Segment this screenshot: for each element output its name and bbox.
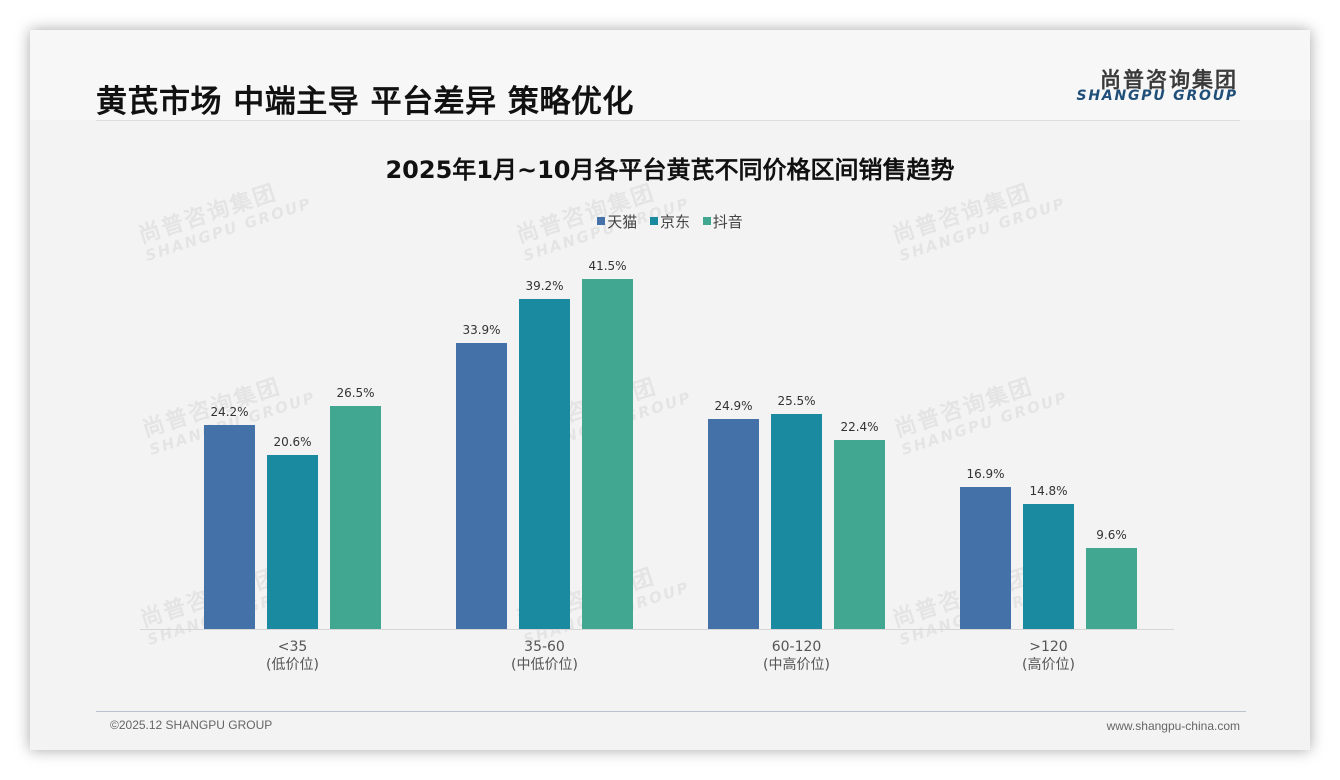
legend-item-douyin[interactable]: 抖音 (702, 211, 743, 232)
data-label: 25.5% (777, 394, 816, 408)
x-axis-category-label: 35-60 (中低价位) (511, 639, 578, 673)
data-label: 39.2% (525, 279, 564, 293)
legend-item-jd[interactable]: 京东 (649, 211, 690, 232)
bar[interactable] (519, 299, 570, 629)
logo-en: SHANGPU GROUP (1076, 88, 1238, 104)
data-label: 22.4% (840, 420, 879, 434)
footer-copyright: ©2025.12 SHANGPU GROUP (110, 718, 273, 732)
bar[interactable] (708, 419, 759, 629)
logo-cn: 尚普咨询集团 (1100, 68, 1238, 92)
x-axis-line (140, 629, 1174, 630)
bar[interactable] (1086, 548, 1137, 629)
data-label: 26.5% (336, 386, 375, 400)
data-label: 24.2% (210, 405, 249, 419)
data-label: 14.8% (1029, 484, 1068, 498)
bar[interactable] (960, 487, 1011, 629)
data-label: 9.6% (1096, 528, 1127, 542)
bar[interactable] (267, 455, 318, 629)
bar[interactable] (771, 414, 822, 629)
chart-title: 2025年1月~10月各平台黄芪不同价格区间销售趋势 (385, 156, 955, 184)
legend-swatch-icon (649, 216, 658, 225)
x-axis-category-label: <35 (低价位) (266, 639, 319, 673)
bar-chart-plot: 24.2% 20.6% 26.5% <35 (低价位) 33.9% 39.2% 41.5% 35… (30, 30, 1310, 750)
data-label: 16.9% (966, 467, 1005, 481)
chart-legend: 天猫 京东 抖音 (30, 211, 1310, 232)
legend-swatch-icon (597, 216, 606, 225)
data-label: 20.6% (273, 435, 312, 449)
data-label: 33.9% (462, 323, 501, 337)
bar[interactable] (456, 343, 507, 629)
legend-item-tmall[interactable]: 天猫 (597, 211, 637, 232)
footer-website[interactable]: www.shangpu-china.com (1106, 719, 1240, 733)
legend-swatch-icon (702, 216, 711, 225)
bar[interactable] (582, 279, 633, 629)
x-axis-category-label: 60-120 (中高价位) (763, 639, 830, 673)
bar[interactable] (330, 406, 381, 629)
data-label: 41.5% (588, 259, 627, 273)
bar[interactable] (834, 440, 885, 629)
data-label: 24.9% (714, 399, 753, 413)
bar[interactable] (1023, 504, 1074, 629)
header-divider (96, 120, 1240, 121)
footer-divider (96, 711, 1246, 712)
slide: 黄芪市场 中端主导 平台差异 策略优化 尚普咨询集团 SHANGPU GROUP… (30, 30, 1310, 750)
bar[interactable] (204, 425, 255, 629)
x-axis-category-label: >120 (高价位) (1022, 639, 1075, 673)
page-title: 黄芪市场 中端主导 平台差异 策略优化 (96, 84, 634, 120)
header (30, 30, 1310, 120)
